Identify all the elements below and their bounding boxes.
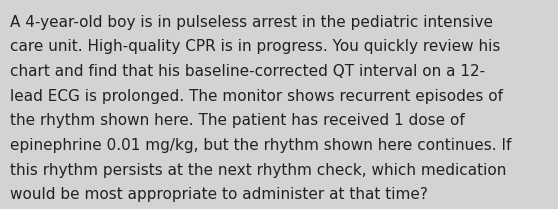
Text: the rhythm shown here. The patient has received 1 dose of: the rhythm shown here. The patient has r… bbox=[10, 113, 465, 128]
Text: epinephrine 0.01 mg/kg, but the rhythm shown here continues. If: epinephrine 0.01 mg/kg, but the rhythm s… bbox=[10, 138, 512, 153]
Text: this rhythm persists at the next rhythm check, which medication: this rhythm persists at the next rhythm … bbox=[10, 163, 507, 178]
Text: chart and find that his baseline-corrected QT interval on a 12-: chart and find that his baseline-correct… bbox=[10, 64, 485, 79]
Text: A 4-year-old boy is in pulseless arrest in the pediatric intensive: A 4-year-old boy is in pulseless arrest … bbox=[10, 15, 493, 30]
Text: would be most appropriate to administer at that time?: would be most appropriate to administer … bbox=[10, 187, 428, 202]
Text: care unit. High-quality CPR is in progress. You quickly review his: care unit. High-quality CPR is in progre… bbox=[10, 39, 501, 54]
Text: lead ECG is prolonged. The monitor shows recurrent episodes of: lead ECG is prolonged. The monitor shows… bbox=[10, 89, 503, 104]
